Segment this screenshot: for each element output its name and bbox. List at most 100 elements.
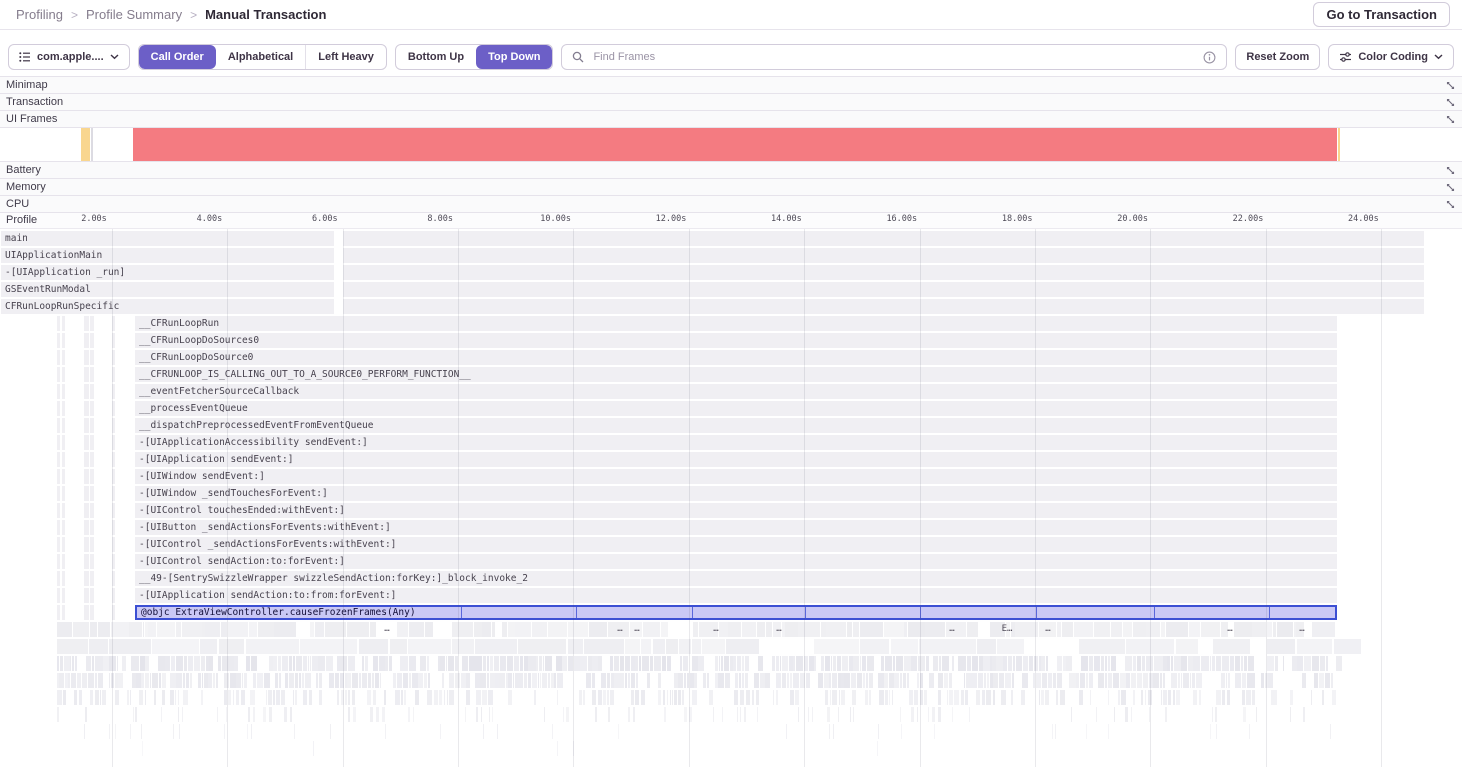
frame-bar[interactable] [268, 656, 273, 671]
frame-bar[interactable] [1170, 673, 1177, 688]
frame-bar[interactable] [236, 673, 241, 688]
frame-bar[interactable] [250, 656, 257, 671]
frame-bar[interactable] [579, 690, 582, 705]
frame-bar[interactable] [488, 690, 493, 705]
frame-bar[interactable] [253, 673, 256, 688]
frame-bar[interactable] [1241, 673, 1247, 688]
frame-bar[interactable] [633, 707, 635, 722]
frame-bar[interactable] [122, 656, 127, 671]
frame-bar[interactable] [628, 707, 631, 722]
frame-bar[interactable] [275, 673, 279, 688]
frame-bar[interactable] [862, 673, 865, 688]
frame-bar[interactable] [1100, 656, 1105, 671]
frame-bar[interactable] [911, 656, 918, 671]
frame-bar[interactable] [1056, 690, 1059, 705]
frame-bar[interactable] [928, 673, 935, 688]
frame-bar[interactable] [642, 656, 650, 671]
frame-bar[interactable] [1325, 673, 1331, 688]
direction-option-top-down[interactable]: Top Down [476, 45, 553, 69]
frame-bar[interactable] [1131, 673, 1137, 688]
frame-uicontrol-touchesended-withevent[interactable]: -[UIControl touchesEnded:withEvent:] [135, 503, 1337, 518]
frame-bar[interactable] [451, 622, 473, 637]
frame-bar[interactable] [721, 656, 724, 671]
frame-bar[interactable] [649, 656, 654, 671]
frame-bar[interactable] [340, 690, 344, 705]
frame-bar[interactable] [316, 673, 319, 688]
frame-gseventrunmodal[interactable]: GSEventRunModal [1, 282, 334, 297]
frame-bar[interactable] [1098, 673, 1104, 688]
frame-bar[interactable] [865, 673, 868, 688]
frame-bar[interactable] [1154, 656, 1157, 671]
frame-bar[interactable] [790, 690, 794, 705]
frame-bar[interactable] [102, 690, 107, 705]
frame-bar[interactable] [1234, 656, 1241, 671]
frame-bar[interactable] [300, 639, 358, 654]
frame-bar[interactable] [57, 622, 72, 637]
frame-bar[interactable] [94, 690, 99, 705]
frame-bar[interactable] [949, 690, 953, 705]
frame-main[interactable]: main [1, 231, 334, 246]
frame-bar[interactable] [84, 520, 89, 535]
frame-bar[interactable] [97, 622, 110, 637]
frame-bar[interactable] [744, 673, 749, 688]
frame-bar[interactable] [1302, 707, 1306, 722]
frame-bar[interactable] [1168, 690, 1172, 705]
frame-bar[interactable] [1117, 690, 1120, 705]
frame-bar[interactable] [709, 690, 713, 705]
frame-bar[interactable] [109, 724, 111, 739]
frame-bar[interactable] [489, 673, 495, 688]
frame-bar[interactable] [1003, 656, 1007, 671]
frame-bar[interactable] [1247, 656, 1254, 671]
frame-bar[interactable] [203, 673, 208, 688]
frame-bar[interactable] [662, 690, 666, 705]
frame-bar[interactable] [61, 316, 65, 331]
frame-bar[interactable] [958, 656, 966, 671]
frame-bar[interactable] [1177, 673, 1180, 688]
frame-uibutton-sendactionsforevents-withevent[interactable]: -[UIButton _sendActionsForEvents:withEve… [135, 520, 1337, 535]
frame-bar[interactable] [1076, 673, 1079, 688]
reset-zoom-button[interactable]: Reset Zoom [1235, 44, 1321, 70]
frame-bar[interactable] [1142, 656, 1146, 671]
frame-bar[interactable] [145, 673, 150, 688]
frame-bar[interactable] [57, 673, 59, 688]
frame-bar[interactable] [64, 673, 68, 688]
frame-bar[interactable] [74, 656, 77, 671]
frame-bar[interactable] [84, 537, 89, 552]
frame-bar[interactable] [630, 656, 635, 671]
frame-bar[interactable] [461, 673, 466, 688]
frame-bar[interactable] [928, 707, 930, 722]
frame-bar[interactable] [263, 673, 270, 688]
frame-bar[interactable] [686, 673, 689, 688]
frame-bar[interactable] [165, 656, 171, 671]
frame-bar[interactable] [937, 673, 943, 688]
section-header-minimap[interactable]: Minimap [0, 76, 1462, 94]
frame-bar[interactable] [379, 656, 385, 671]
frame-bar[interactable] [84, 469, 89, 484]
frame-bar[interactable] [979, 656, 983, 671]
frame-bar[interactable] [826, 622, 847, 637]
frame-bar[interactable] [177, 690, 179, 705]
frame-bar[interactable] [372, 690, 376, 705]
frame-bar[interactable] [206, 656, 209, 671]
frame-bar[interactable] [482, 622, 491, 637]
frame-bar[interactable] [148, 622, 156, 637]
frame-bar[interactable] [366, 690, 372, 705]
frame-bar[interactable] [469, 656, 475, 671]
frame-bar[interactable] [1200, 622, 1221, 637]
frame-bar[interactable] [841, 673, 844, 688]
frame-bar[interactable] [495, 673, 499, 688]
frame-bar[interactable] [937, 707, 942, 722]
frame-bar[interactable] [859, 622, 883, 637]
frame-bar[interactable] [718, 673, 725, 688]
frame-bar[interactable] [884, 673, 889, 688]
frame-bar[interactable] [267, 690, 272, 705]
frame-bar[interactable] [112, 350, 115, 365]
frame-bar[interactable] [833, 724, 835, 739]
frame-bar[interactable] [57, 401, 60, 416]
breadcrumb-item-profile-summary[interactable]: Profile Summary [85, 7, 183, 22]
frame-bar[interactable] [480, 707, 482, 722]
frame-bar[interactable] [657, 690, 662, 705]
frame-bar[interactable] [1000, 690, 1006, 705]
frame-bar[interactable] [1057, 656, 1063, 671]
frame-bar[interactable] [531, 622, 548, 637]
